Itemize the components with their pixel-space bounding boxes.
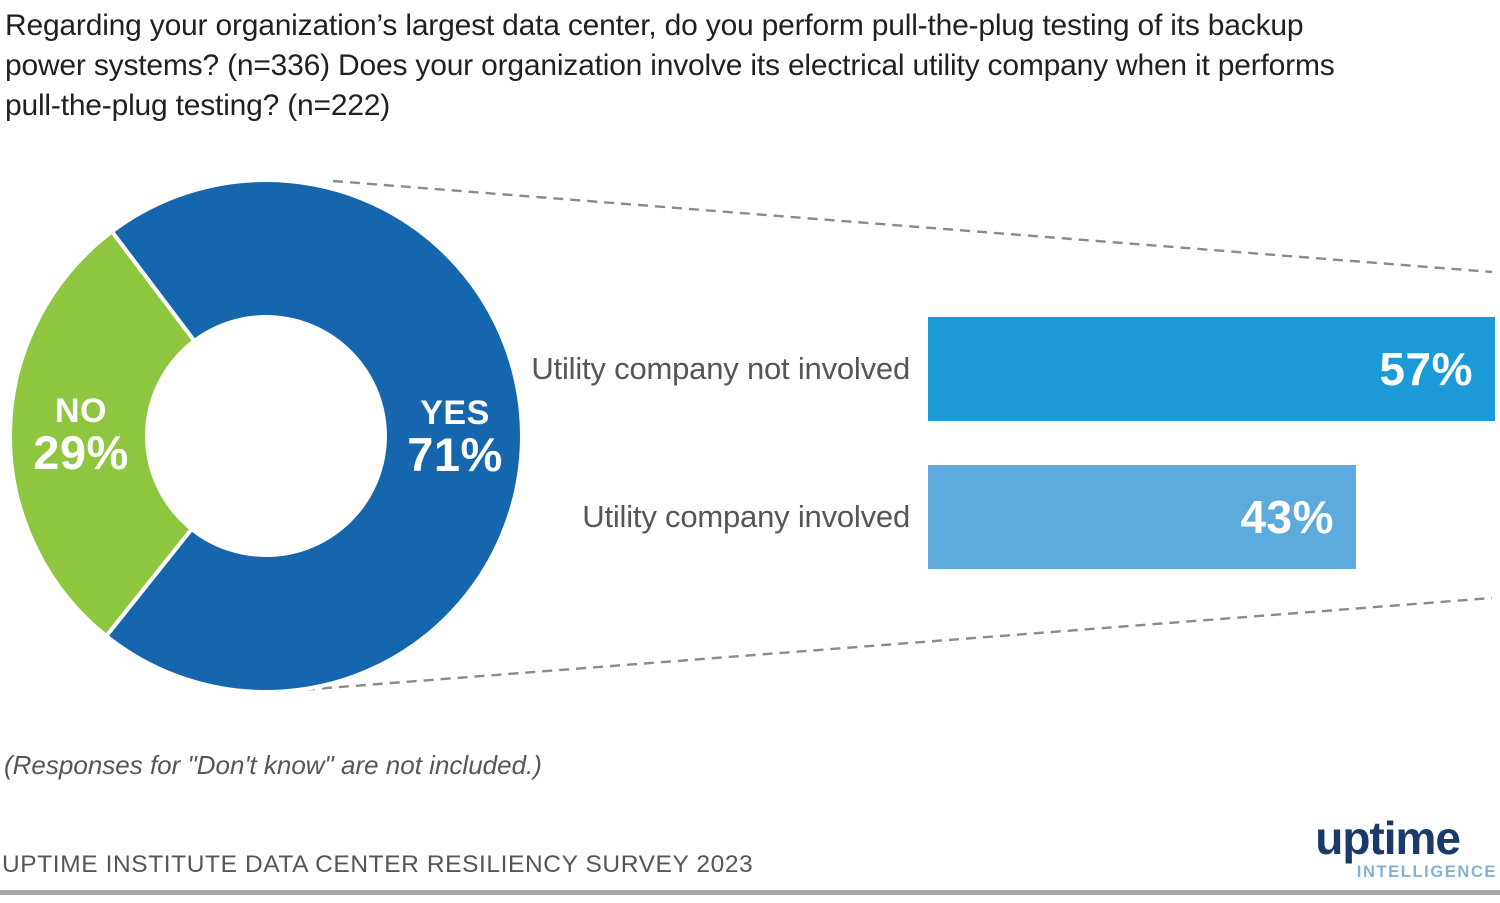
intelligence-logo-text: INTELLIGENCE [1356,863,1497,881]
uptime-logo-wordmark: uptime [1315,812,1461,864]
bottom-rule [0,890,1500,895]
bar-category-label: Utility company not involved [531,351,910,386]
donut-yes-value: 71% [407,428,503,481]
donut-label-yes: YES 71% [407,395,503,479]
donut-svg [8,178,524,695]
donut-slice-yes [103,178,524,695]
donut-no-text: NO [54,392,107,430]
bar-not-involved: 57% [928,317,1495,421]
bar-category-label: Utility company involved [582,499,910,534]
bar-value-label: 57% [1379,343,1473,395]
chart-title-line3: pull-the-plug testing? (n=222) [5,89,391,122]
source-caption: UPTIME INSTITUTE DATA CENTER RESILIENCY … [2,851,754,878]
footnote: (Responses for "Don't know" are not incl… [4,750,542,780]
donut-no-value: 29% [33,426,129,479]
donut-slice-no [8,228,198,639]
chart-title-line1: Regarding your organization’s largest da… [5,9,1304,42]
chart-title-line2: power systems? (n=336) Does your organiz… [5,49,1335,82]
donut-label-no: NO 29% [33,393,129,477]
uptime-intelligence-logo: uptime INTELLIGENCE [1315,815,1497,881]
donut-yes-text: YES [420,394,490,432]
donut-chart: NO 29% YES 71% [7,177,527,697]
bar-involved: 43% [928,465,1356,569]
chart-title: Regarding your organization’s largest da… [5,6,1445,126]
bar-value-label: 43% [1240,491,1334,543]
